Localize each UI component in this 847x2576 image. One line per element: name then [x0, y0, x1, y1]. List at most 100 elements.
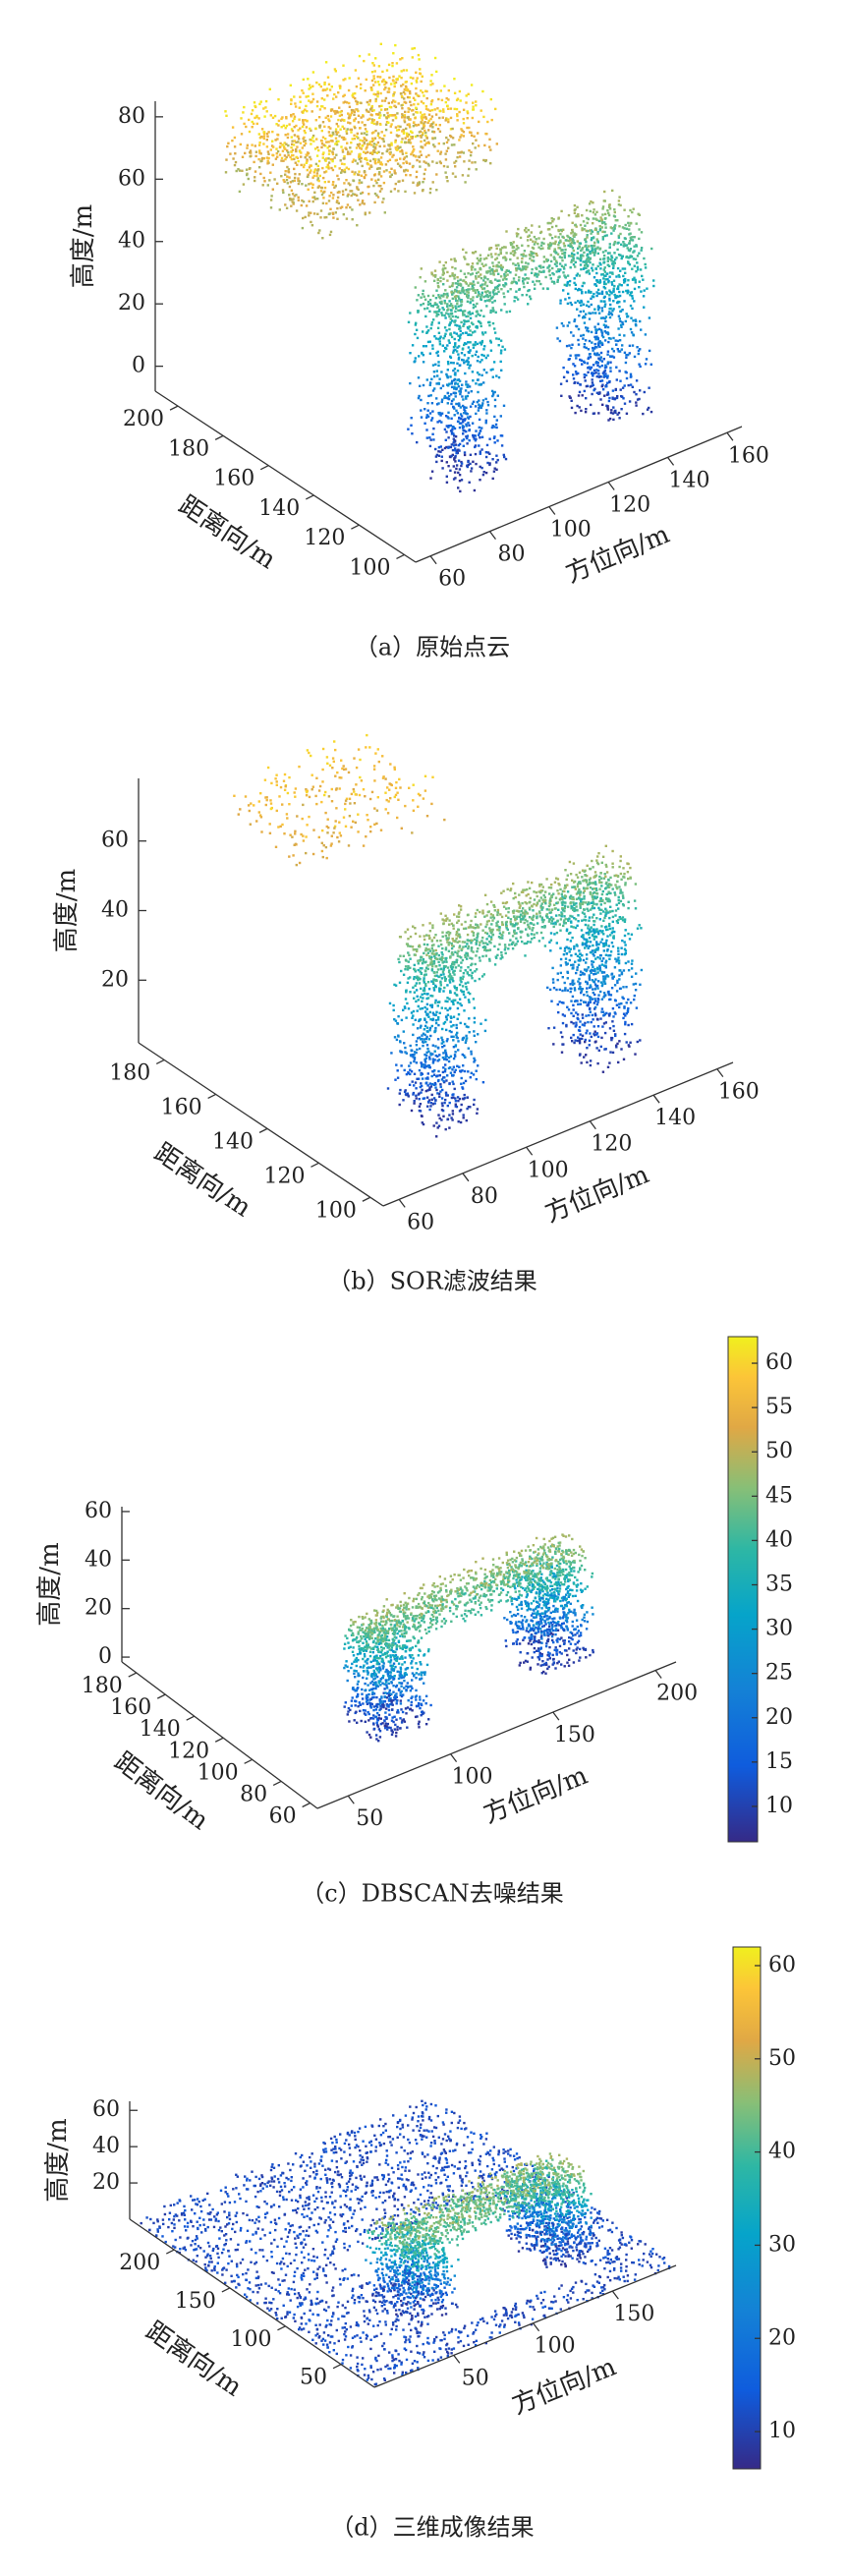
y-tick: [214, 434, 224, 440]
point: [420, 416, 424, 419]
point: [592, 952, 594, 955]
point: [425, 1096, 429, 1099]
point: [586, 260, 589, 263]
point: [450, 312, 453, 315]
point: [446, 1074, 449, 1077]
point: [561, 903, 564, 906]
point: [564, 248, 567, 252]
point: [393, 188, 396, 191]
point: [539, 244, 543, 247]
point: [434, 999, 437, 1002]
point: [453, 274, 456, 278]
point: [387, 63, 391, 67]
point: [312, 140, 315, 143]
point: [401, 116, 404, 119]
point: [241, 155, 245, 158]
point: [517, 227, 520, 231]
point: [463, 1097, 467, 1100]
point: [573, 947, 576, 950]
point: [475, 1069, 478, 1072]
point: [470, 1050, 473, 1054]
point: [420, 972, 423, 975]
point: [344, 188, 348, 192]
point: [429, 80, 432, 83]
point: [426, 402, 429, 405]
point: [224, 110, 227, 113]
point: [422, 997, 424, 1000]
point: [505, 311, 508, 314]
point: [405, 81, 408, 84]
point: [636, 927, 640, 930]
point: [596, 288, 600, 292]
point: [425, 436, 428, 439]
point: [636, 265, 640, 268]
point: [421, 119, 424, 122]
point: [441, 1056, 445, 1059]
point: [421, 1077, 424, 1080]
point: [401, 57, 404, 60]
point: [466, 325, 470, 329]
point: [467, 341, 470, 344]
point: [378, 190, 382, 193]
point: [300, 163, 303, 167]
point: [629, 291, 633, 294]
point: [484, 281, 487, 284]
point: [426, 300, 430, 304]
point: [542, 237, 545, 241]
point: [333, 156, 336, 159]
point: [599, 356, 602, 359]
point: [451, 265, 454, 269]
point: [395, 1063, 398, 1066]
point: [617, 241, 620, 245]
point: [379, 185, 382, 188]
point: [454, 382, 457, 385]
point: [311, 186, 314, 190]
point: [587, 966, 590, 969]
point: [424, 116, 427, 119]
point: [503, 256, 506, 258]
point: [322, 143, 325, 146]
point: [595, 391, 599, 394]
point: [473, 1057, 476, 1060]
point: [420, 1084, 424, 1088]
point: [395, 1038, 399, 1042]
point: [362, 140, 365, 143]
point: [469, 462, 472, 466]
point: [346, 195, 349, 198]
point: [455, 299, 458, 303]
point: [455, 409, 458, 412]
point: [430, 470, 434, 473]
point: [433, 1059, 436, 1061]
point: [478, 426, 480, 429]
point: [440, 412, 444, 415]
point: [590, 303, 593, 307]
point: [561, 252, 564, 256]
point: [493, 269, 496, 273]
point: [438, 1054, 441, 1057]
point: [436, 326, 440, 329]
point: [575, 274, 578, 277]
point: [424, 131, 427, 135]
point: [608, 1027, 612, 1030]
point: [600, 984, 604, 988]
point: [456, 324, 459, 327]
point: [444, 438, 447, 441]
point: [290, 102, 293, 105]
point: [599, 1045, 602, 1049]
point: [360, 101, 363, 105]
point: [614, 224, 617, 227]
point: [359, 154, 362, 157]
point: [441, 1088, 444, 1092]
point: [526, 265, 529, 268]
point: [457, 378, 460, 381]
point: [488, 269, 491, 273]
point: [413, 976, 416, 979]
point: [499, 263, 503, 267]
point: [401, 107, 404, 110]
point: [320, 105, 323, 108]
point: [450, 1025, 453, 1028]
point: [417, 968, 420, 972]
point: [467, 460, 470, 463]
point: [497, 244, 500, 247]
point: [602, 323, 606, 326]
